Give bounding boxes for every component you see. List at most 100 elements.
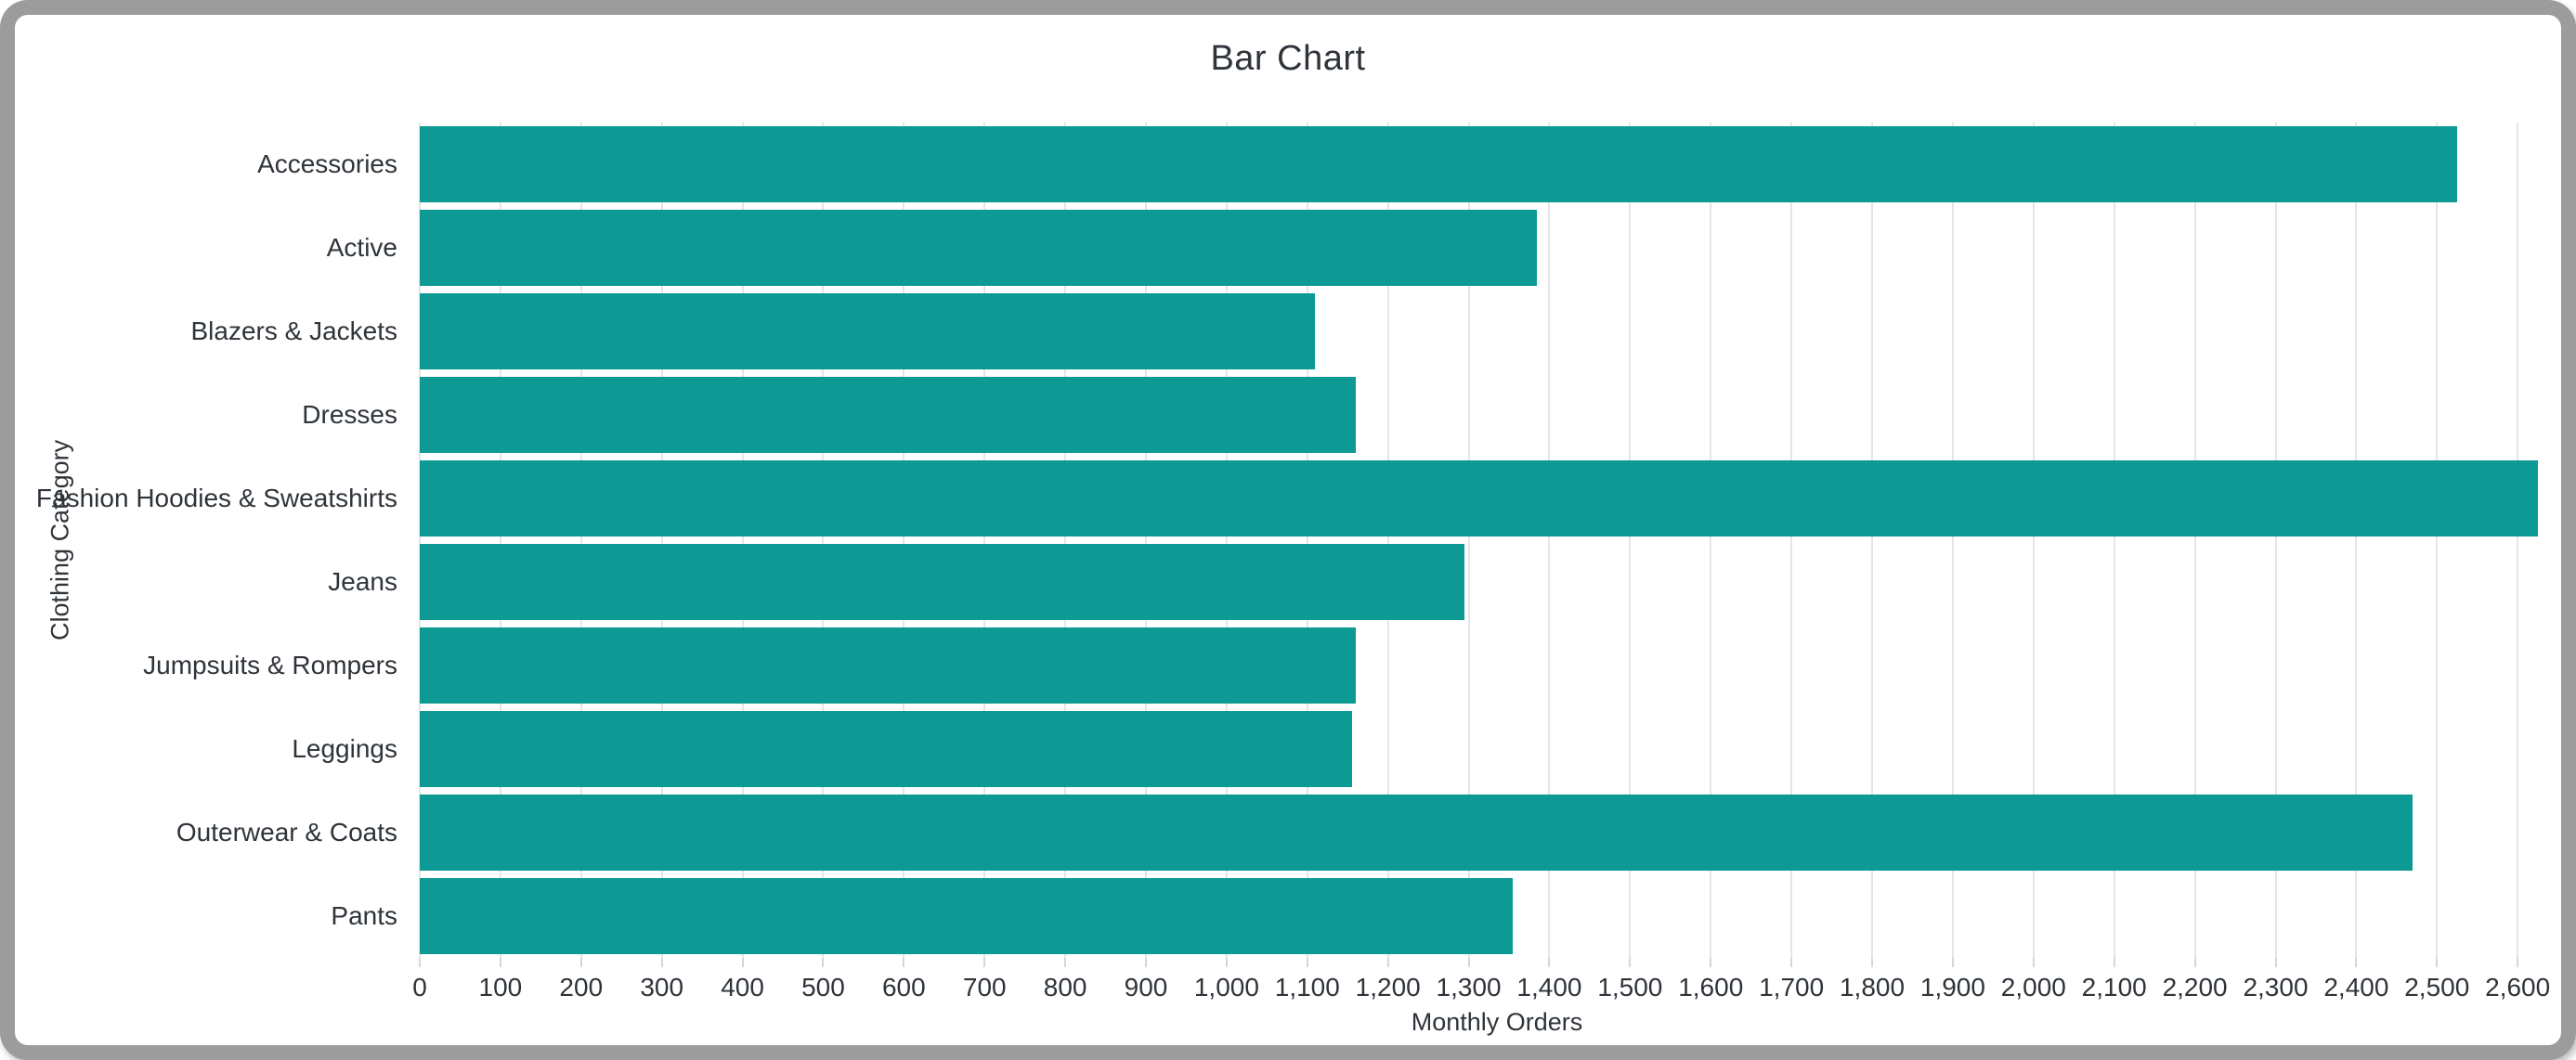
gridline-2100 — [2113, 123, 2115, 958]
x-tick-mark-2500 — [2436, 958, 2439, 967]
bar-row-active — [420, 206, 2561, 290]
gridline-1300 — [1467, 123, 1470, 958]
x-tick-label-1900: 1,900 — [1919, 973, 1985, 1002]
x-tick-label-2200: 2,200 — [2162, 973, 2228, 1002]
x-tick-label-0: 0 — [412, 973, 427, 1002]
x-tick-label-1700: 1,700 — [1759, 973, 1825, 1002]
gridline-900 — [1145, 123, 1148, 958]
x-tick-label-1500: 1,500 — [1597, 973, 1663, 1002]
bar-accessories[interactable] — [420, 126, 2457, 202]
category-label-jeans: Jeans — [328, 567, 397, 596]
x-tick-mark-200 — [579, 958, 582, 967]
x-tick-label-400: 400 — [721, 973, 764, 1002]
gridline-1400 — [1548, 123, 1551, 958]
category-label-outerwear-and-coats: Outerwear & Coats — [176, 818, 397, 847]
gridline-1900 — [1951, 123, 1954, 958]
x-axis-title: Monthly Orders — [1411, 1008, 1583, 1036]
x-tick-mark-1500 — [1629, 958, 1632, 967]
gridline-800 — [1064, 123, 1067, 958]
x-tick-label-1600: 1,600 — [1678, 973, 1744, 1002]
gridline-200 — [579, 123, 582, 958]
gridline-1000 — [1225, 123, 1228, 958]
y-axis-category-labels: Accessories Active Blazers & Jackets Dresse… — [36, 123, 397, 958]
category-label-blazers-and-jackets: Blazers & Jackets — [190, 317, 397, 345]
x-tick-mark-500 — [822, 958, 825, 967]
bar-row-blazers-and-jackets — [420, 290, 2561, 373]
x-tick-label-2100: 2,100 — [2081, 973, 2147, 1002]
gridline-1700 — [1790, 123, 1793, 958]
x-tick-label-500: 500 — [801, 973, 845, 1002]
category-label-leggings: Leggings — [292, 734, 397, 763]
bar-pants[interactable] — [420, 878, 1514, 954]
gridline-700 — [983, 123, 986, 958]
x-tick-mark-1700 — [1790, 958, 1793, 967]
x-tick-mark-100 — [499, 958, 501, 967]
category-label-dresses: Dresses — [302, 400, 397, 429]
gridline-500 — [822, 123, 825, 958]
category-label-jumpsuits-and-rompers: Jumpsuits & Rompers — [143, 651, 397, 679]
gridline-1500 — [1629, 123, 1632, 958]
gridline-2600 — [2517, 123, 2519, 958]
bar-jumpsuits-and-rompers[interactable] — [420, 627, 1356, 704]
bar-row-dresses — [420, 373, 2561, 457]
x-tick-label-100: 100 — [478, 973, 523, 1002]
x-tick-mark-0 — [419, 958, 421, 967]
x-tick-mark-2000 — [2032, 958, 2035, 967]
category-label-pants: Pants — [331, 901, 397, 930]
x-tick-label-1300: 1,300 — [1436, 973, 1502, 1002]
gridline-2200 — [2193, 123, 2196, 958]
x-tick-mark-400 — [741, 958, 744, 967]
bar-blazers-and-jackets[interactable] — [420, 293, 1316, 369]
bar-row-outerwear-and-coats — [420, 791, 2561, 874]
bar-row-fashion-hoodies-and-sweatshirts — [420, 457, 2561, 540]
x-tick-mark-1800 — [1871, 958, 1874, 967]
x-tick-label-800: 800 — [1043, 973, 1087, 1002]
category-label-active: Active — [326, 233, 397, 262]
gridline-2300 — [2274, 123, 2277, 958]
x-tick-mark-300 — [660, 958, 663, 967]
x-tick-label-600: 600 — [881, 973, 926, 1002]
x-tick-mark-2200 — [2193, 958, 2196, 967]
x-tick-label-1000: 1,000 — [1193, 973, 1259, 1002]
bar-jeans[interactable] — [420, 544, 1465, 620]
bar-active[interactable] — [420, 210, 1538, 286]
plot-area — [419, 123, 2561, 958]
x-tick-mark-600 — [903, 958, 905, 967]
bar-row-leggings — [420, 707, 2561, 791]
bar-outerwear-and-coats[interactable] — [420, 795, 2413, 871]
x-tick-mark-2100 — [2113, 958, 2115, 967]
bar-fashion-hoodies-and-sweatshirts[interactable] — [420, 460, 2538, 536]
x-tick-label-2400: 2,400 — [2323, 973, 2389, 1002]
gridline-0 — [419, 123, 421, 958]
x-tick-mark-700 — [983, 958, 986, 967]
gridline-1600 — [1710, 123, 1712, 958]
x-tick-label-1400: 1,400 — [1516, 973, 1582, 1002]
gridline-2500 — [2436, 123, 2439, 958]
gridline-2400 — [2355, 123, 2358, 958]
x-tick-mark-900 — [1145, 958, 1148, 967]
x-tick-mark-1400 — [1548, 958, 1551, 967]
gridline-300 — [660, 123, 663, 958]
x-tick-label-2000: 2,000 — [2000, 973, 2066, 1002]
x-tick-label-2600: 2,600 — [2485, 973, 2551, 1002]
x-tick-label-900: 900 — [1124, 973, 1168, 1002]
bar-row-accessories — [420, 123, 2561, 206]
x-tick-mark-2300 — [2274, 958, 2277, 967]
bar-row-jumpsuits-and-rompers — [420, 624, 2561, 707]
gridline-400 — [741, 123, 744, 958]
gridline-100 — [499, 123, 501, 958]
x-tick-mark-1200 — [1386, 958, 1389, 967]
x-tick-label-1800: 1,800 — [1839, 973, 1906, 1002]
x-tick-mark-1000 — [1225, 958, 1228, 967]
bar-leggings[interactable] — [420, 711, 1352, 787]
x-tick-label-700: 700 — [962, 973, 1007, 1002]
bar-row-jeans — [420, 540, 2561, 624]
gridline-1100 — [1306, 123, 1308, 958]
x-tick-mark-1100 — [1306, 958, 1308, 967]
x-tick-mark-1300 — [1467, 958, 1470, 967]
x-tick-label-200: 200 — [559, 973, 604, 1002]
bar-dresses[interactable] — [420, 377, 1356, 453]
x-tick-label-1100: 1,100 — [1274, 973, 1340, 1002]
